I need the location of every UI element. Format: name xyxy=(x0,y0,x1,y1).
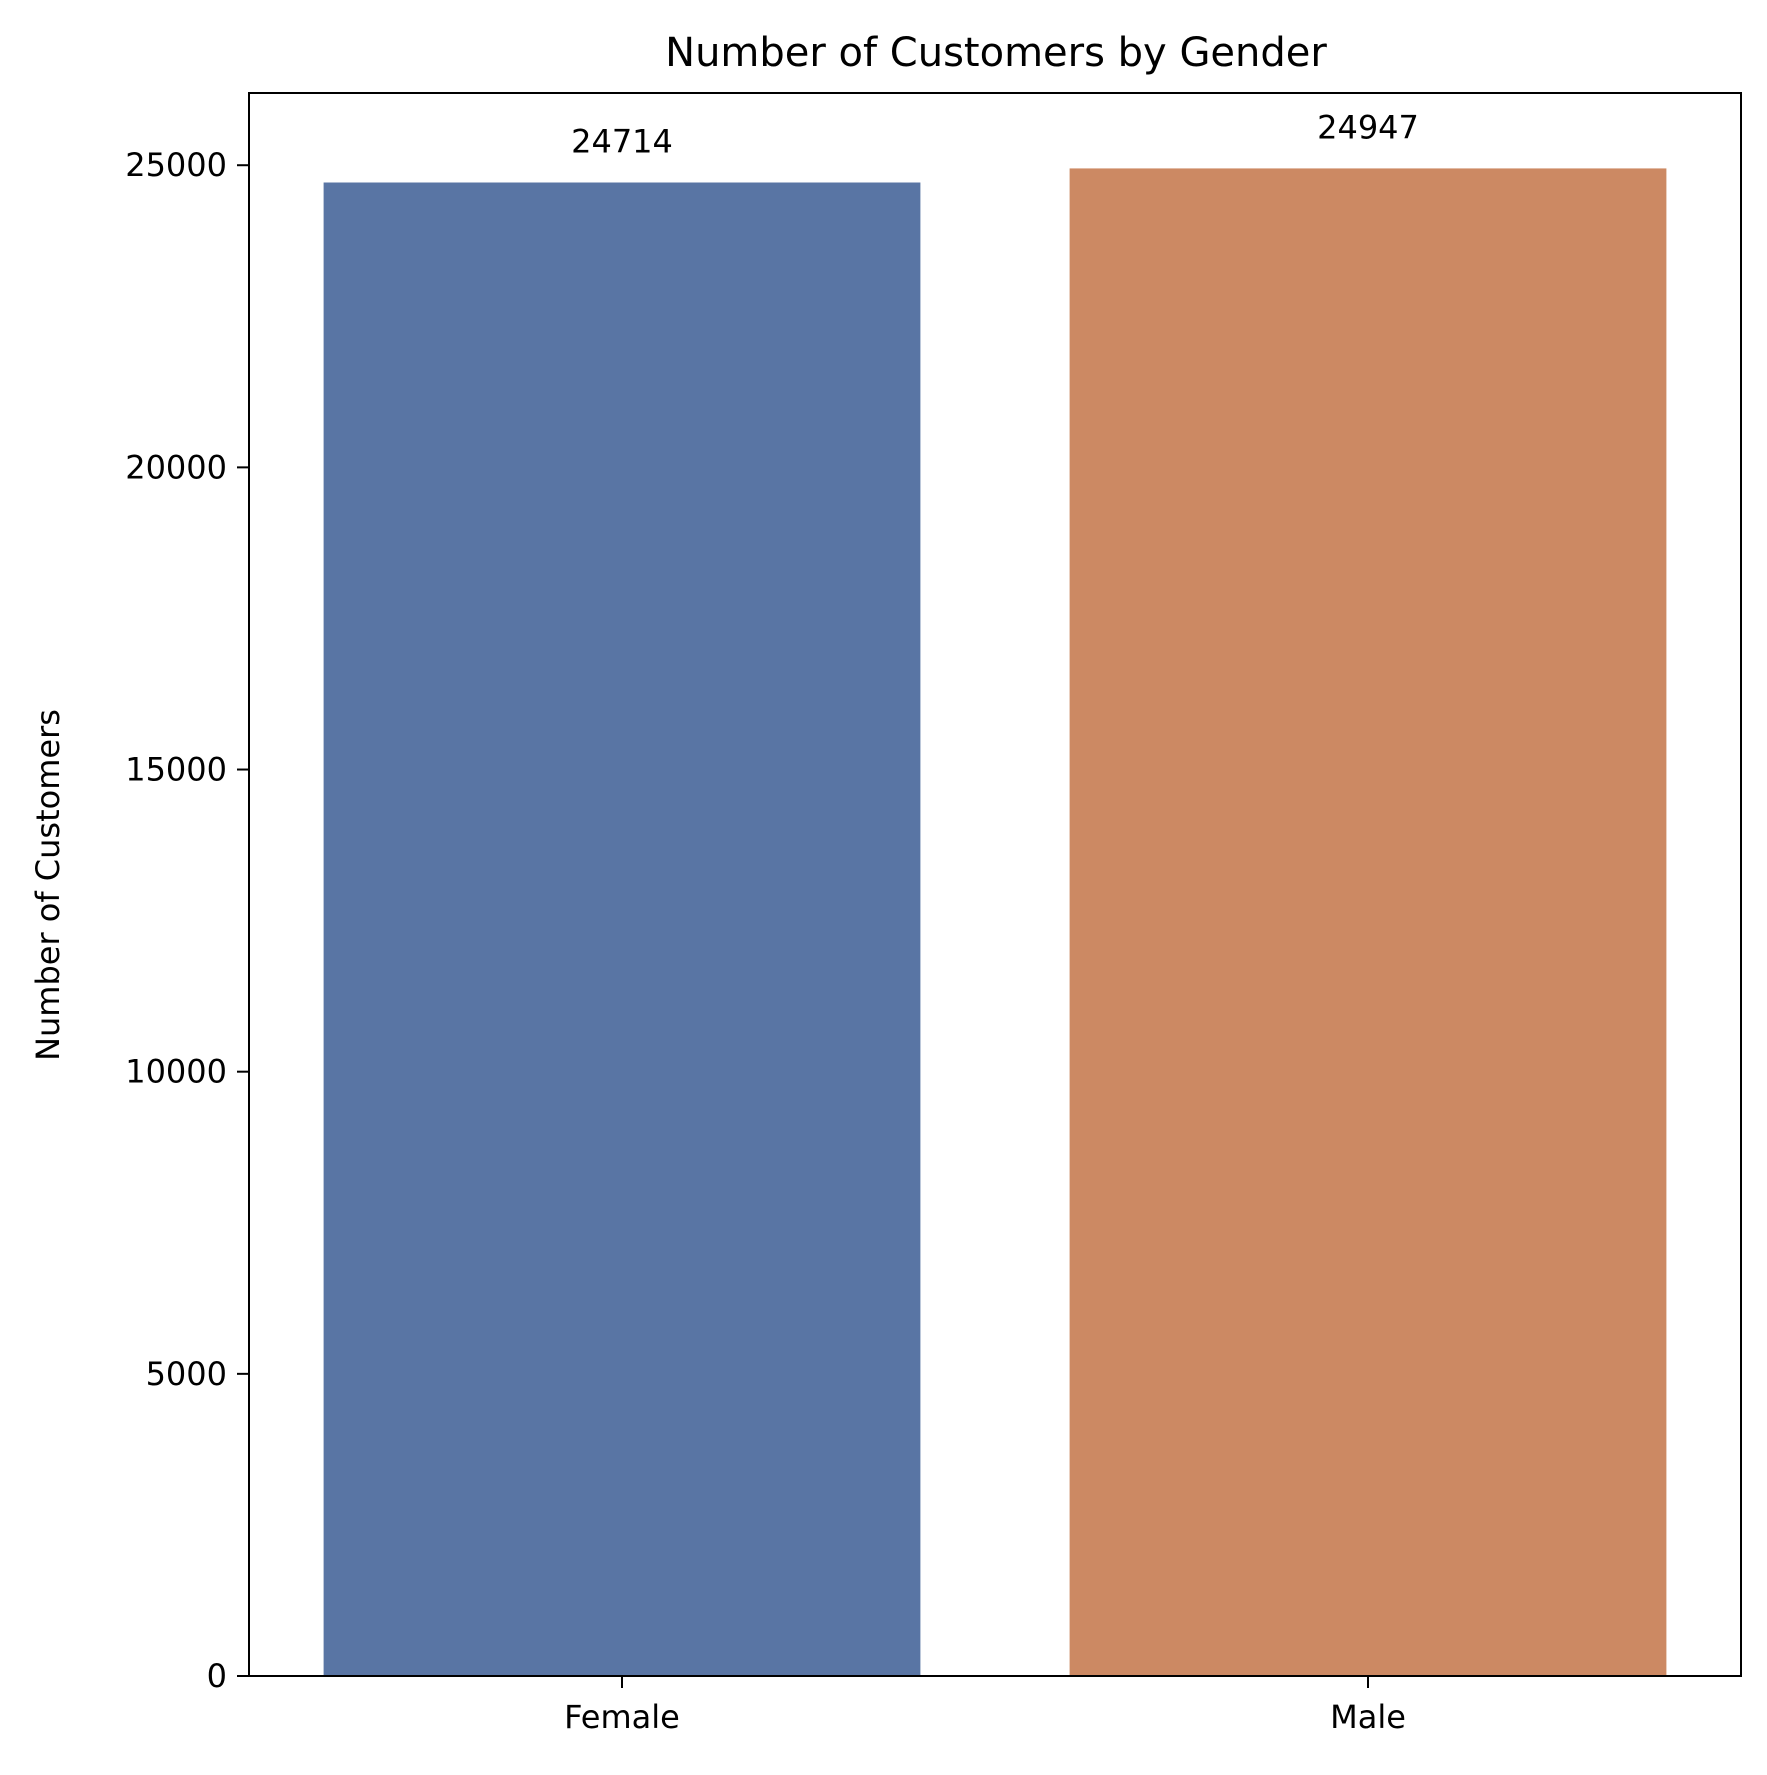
bar-value-label-male: 24947 xyxy=(1317,108,1419,146)
y-axis-label: Number of Customers xyxy=(29,709,67,1061)
x-axis: Female Male xyxy=(564,1676,1406,1736)
y-tick-label-5000: 5000 xyxy=(146,1355,227,1393)
bar-value-label-female: 24714 xyxy=(571,122,673,160)
y-tick-label-10000: 10000 xyxy=(125,1053,227,1091)
y-axis: 0 5000 10000 15000 20000 25000 xyxy=(125,146,249,1695)
bar-female xyxy=(323,182,921,1676)
y-tick-label-15000: 15000 xyxy=(125,751,227,789)
x-tick-label-female: Female xyxy=(564,1698,680,1736)
bars-layer xyxy=(323,168,1667,1677)
y-tick-label-25000: 25000 xyxy=(125,146,227,184)
plot-frame xyxy=(248,92,1742,1677)
value-labels-layer: 24714 24947 xyxy=(571,108,1419,160)
y-tick-label-20000: 20000 xyxy=(125,448,227,486)
y-tick-label-0: 0 xyxy=(207,1657,227,1695)
chart-title: Number of Customers by Gender xyxy=(665,30,1327,76)
x-tick-label-male: Male xyxy=(1330,1698,1406,1736)
bar-male xyxy=(1069,168,1667,1677)
